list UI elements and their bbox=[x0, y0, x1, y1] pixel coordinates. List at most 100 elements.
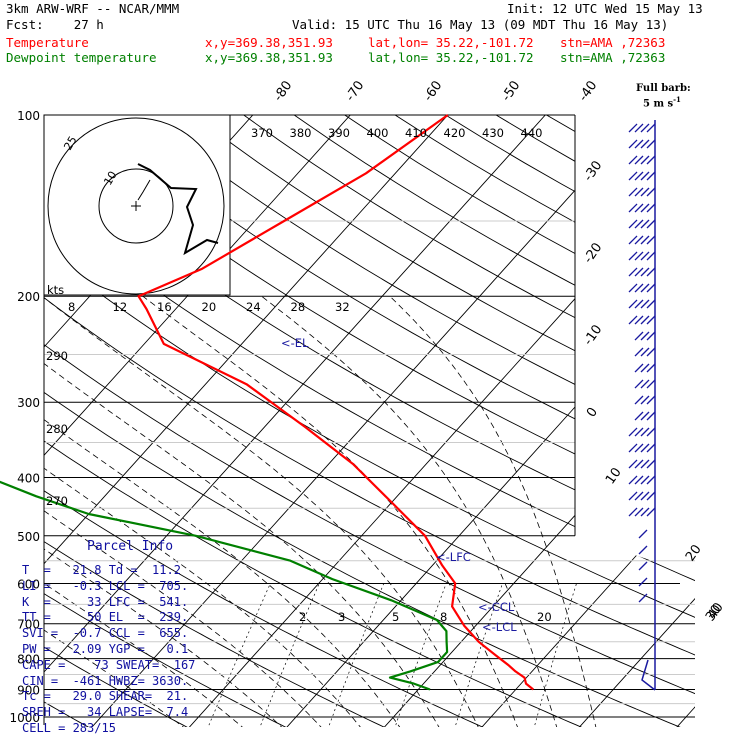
theta-e-label: 400 bbox=[367, 126, 389, 140]
parcel-info-title: Parcel Info bbox=[87, 539, 174, 554]
wind-barb bbox=[634, 123, 644, 133]
level-label-lfc: <-LFC bbox=[436, 550, 471, 564]
moist-adiabat-label: 8 bbox=[440, 610, 447, 624]
wind-barb bbox=[640, 123, 650, 133]
wind-barb bbox=[640, 443, 650, 453]
wind-barb bbox=[640, 155, 650, 165]
mixing-ratio-line bbox=[258, 583, 320, 727]
temp-legend-label: Temperature bbox=[6, 35, 89, 50]
wind-barb bbox=[646, 491, 656, 501]
dry-adiabat bbox=[44, 115, 687, 727]
wind-barb bbox=[646, 251, 656, 261]
moist-adiabat bbox=[389, 295, 597, 727]
dry-adiabat bbox=[44, 115, 292, 727]
theta-e-label: 370 bbox=[251, 126, 273, 140]
wind-barb bbox=[640, 299, 650, 309]
wind-barb bbox=[634, 251, 644, 261]
theta-e-label: 420 bbox=[444, 126, 466, 140]
mixing-ratio-label: 8 bbox=[68, 300, 75, 314]
wind-barb bbox=[634, 507, 644, 517]
parcel-info-line: LI = -0.3 LCL = 705. bbox=[22, 578, 189, 593]
wind-barb bbox=[640, 379, 650, 389]
moist-adiabat bbox=[44, 295, 480, 727]
wind-barb bbox=[628, 123, 638, 133]
wind-barb bbox=[628, 187, 638, 197]
parcel-info-line: SREH = 34 LAPSE= 7.4 bbox=[22, 705, 189, 720]
wind-barb bbox=[634, 155, 644, 165]
isotherm bbox=[44, 115, 351, 727]
temp-stn: stn=AMA ,72363 bbox=[560, 35, 666, 50]
mixing-ratio-line bbox=[393, 583, 447, 727]
wind-barb bbox=[628, 235, 638, 245]
wind-barb bbox=[634, 171, 644, 181]
theta-e-label: 410 bbox=[405, 126, 427, 140]
wind-barb bbox=[634, 267, 644, 277]
pressure-tick-label: 700 bbox=[17, 618, 40, 632]
wind-barb bbox=[640, 331, 650, 341]
isotherm bbox=[284, 115, 695, 727]
dry-adiabat bbox=[92, 115, 695, 727]
wind-barb bbox=[640, 411, 650, 421]
dry-adiabat bbox=[44, 115, 695, 727]
wind-barb bbox=[646, 155, 656, 165]
wind-barb bbox=[646, 235, 656, 245]
wind-barb bbox=[646, 363, 656, 373]
wind-barb bbox=[638, 577, 648, 587]
theta-e-label: 380 bbox=[290, 126, 312, 140]
level-label-lcl: <-LCL bbox=[482, 620, 517, 634]
level-label-el: <-EL bbox=[281, 336, 309, 350]
mixing-ratio-line bbox=[533, 583, 577, 727]
mixing-ratio-label: 12 bbox=[113, 300, 128, 314]
wind-barb bbox=[646, 283, 656, 293]
parcel-info-line: K = 33 LFC = 541. bbox=[22, 594, 189, 609]
wind-barb bbox=[646, 443, 656, 453]
dry-adiabat bbox=[44, 115, 193, 727]
wind-barb bbox=[634, 395, 644, 405]
moist-adiabat bbox=[44, 295, 402, 727]
valid-time: Valid: 15 UTC Thu 16 May 13 (09 MDT Thu … bbox=[292, 17, 669, 32]
dew-legend-label: Dewpoint temperature bbox=[6, 50, 157, 65]
pressure-tick-label: 400 bbox=[17, 471, 40, 485]
wind-barb bbox=[646, 267, 656, 277]
pressure-tick-label: 1000 bbox=[9, 711, 40, 725]
moist-adiabat bbox=[44, 295, 441, 727]
parcel-info-line: CELL = 283/15 bbox=[22, 721, 116, 735]
wind-barb bbox=[628, 283, 638, 293]
wind-barb bbox=[646, 379, 656, 389]
moist-adiabat-label: 2 bbox=[299, 610, 306, 624]
wind-barb bbox=[640, 475, 650, 485]
init-time: Init: 12 UTC Wed 15 May 13 bbox=[507, 1, 703, 16]
hodograph-ring bbox=[47, 117, 225, 295]
hodograph-units: kts bbox=[47, 283, 64, 297]
wind-barb bbox=[628, 507, 638, 517]
pressure-tick-label: 900 bbox=[17, 683, 40, 697]
pressure-tick-label: 200 bbox=[17, 290, 40, 304]
dry-adiabat-label: 270 bbox=[46, 494, 68, 508]
forecast-hour: Fcst: 27 h bbox=[6, 17, 104, 32]
dry-adiabat bbox=[44, 115, 695, 727]
temp-latlon: lat,lon= 35.22,-101.72 bbox=[368, 35, 534, 50]
moist-adiabat bbox=[44, 295, 188, 727]
dew-stn: stn=AMA ,72363 bbox=[560, 50, 666, 65]
moist-adiabat bbox=[44, 295, 285, 727]
isotherm bbox=[576, 115, 695, 727]
wind-barb bbox=[640, 187, 650, 197]
wind-barb bbox=[640, 219, 650, 229]
wind-barb bbox=[640, 283, 650, 293]
wind-barb bbox=[646, 411, 656, 421]
wind-barb bbox=[634, 427, 644, 437]
pressure-tick-label: 300 bbox=[17, 396, 40, 410]
moist-adiabat-label: 5 bbox=[392, 610, 399, 624]
isotherm bbox=[89, 115, 644, 727]
wind-barb bbox=[640, 363, 650, 373]
barb-legend-title: Full barb: bbox=[636, 83, 691, 94]
wind-barb bbox=[640, 315, 650, 325]
moist-adiabat bbox=[44, 295, 246, 727]
parcel-info-line: TT = 50 EL = 239. bbox=[22, 610, 189, 625]
moist-adiabat-label: 3 bbox=[338, 610, 345, 624]
dry-adiabat-label: 290 bbox=[46, 349, 68, 363]
wind-barb bbox=[634, 315, 644, 325]
wind-barb bbox=[634, 379, 644, 389]
dew-latlon: lat,lon= 35.22,-101.72 bbox=[368, 50, 534, 65]
